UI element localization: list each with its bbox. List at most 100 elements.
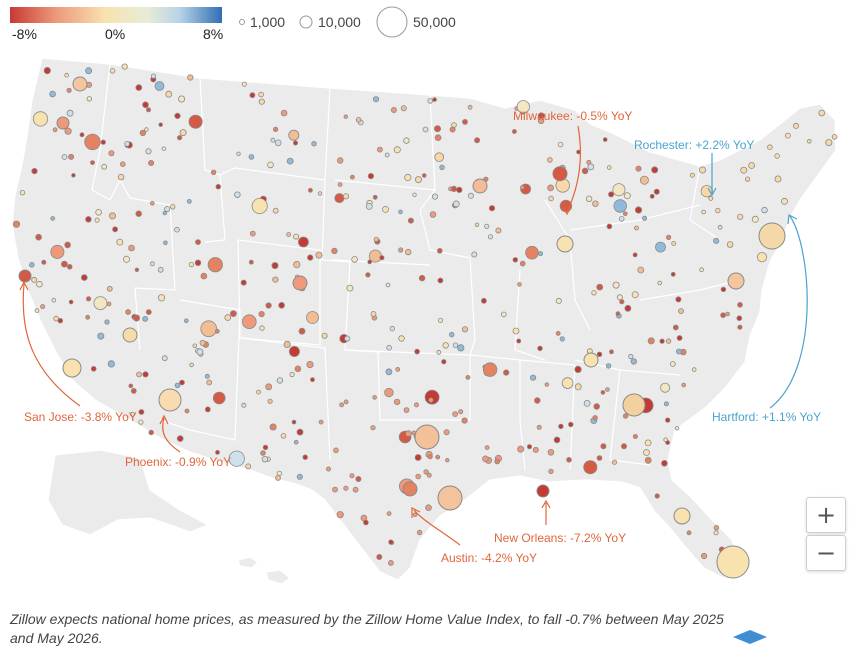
metro-bubble[interactable] bbox=[437, 350, 441, 354]
metro-bubble[interactable] bbox=[287, 158, 293, 164]
metro-bubble[interactable] bbox=[151, 74, 155, 78]
metro-bubble[interactable] bbox=[819, 110, 825, 116]
metro-bubble[interactable] bbox=[158, 295, 164, 301]
metro-bubble[interactable] bbox=[69, 154, 74, 159]
metro-bubble[interactable] bbox=[373, 396, 377, 400]
metro-bubble[interactable] bbox=[356, 476, 361, 481]
metro-bubble[interactable] bbox=[229, 451, 244, 466]
metro-bubble[interactable] bbox=[117, 239, 123, 245]
metro-bubble[interactable] bbox=[380, 256, 384, 260]
metro-bubble[interactable] bbox=[453, 412, 458, 417]
metro-bubble[interactable] bbox=[597, 352, 602, 357]
metro-bubble[interactable] bbox=[29, 262, 34, 267]
metro-bubble[interactable] bbox=[700, 268, 704, 272]
metro-bubble[interactable] bbox=[371, 426, 375, 430]
metro-bubble[interactable] bbox=[281, 433, 286, 438]
metro-bubble[interactable] bbox=[417, 530, 422, 535]
metro-bubble[interactable] bbox=[629, 354, 633, 358]
metro-bubble[interactable] bbox=[462, 327, 467, 332]
metro-bubble[interactable] bbox=[672, 242, 676, 246]
metro-bubble[interactable] bbox=[241, 280, 246, 285]
metro-bubble[interactable] bbox=[110, 68, 115, 73]
metro-bubble[interactable] bbox=[614, 200, 627, 213]
metro-bubble[interactable] bbox=[294, 440, 298, 444]
metro-bubble[interactable] bbox=[687, 531, 691, 535]
metro-bubble[interactable] bbox=[457, 187, 462, 192]
metro-bubble[interactable] bbox=[569, 422, 574, 427]
metro-bubble[interactable] bbox=[123, 256, 129, 262]
metro-bubble[interactable] bbox=[440, 165, 445, 170]
metro-bubble[interactable] bbox=[366, 273, 370, 277]
metro-bubble[interactable] bbox=[660, 339, 664, 343]
metro-bubble[interactable] bbox=[272, 263, 278, 269]
metro-bubble[interactable] bbox=[136, 211, 142, 217]
metro-bubble[interactable] bbox=[287, 233, 291, 237]
metro-bubble[interactable] bbox=[415, 349, 420, 354]
metro-bubble[interactable] bbox=[249, 260, 253, 264]
metro-bubble[interactable] bbox=[143, 372, 148, 377]
metro-bubble[interactable] bbox=[356, 117, 361, 122]
metro-bubble[interactable] bbox=[423, 127, 428, 132]
metro-bubble[interactable] bbox=[415, 455, 421, 461]
metro-bubble[interactable] bbox=[489, 206, 494, 211]
metro-bubble[interactable] bbox=[399, 210, 403, 214]
metro-bubble[interactable] bbox=[721, 287, 726, 292]
metro-bubble[interactable] bbox=[666, 418, 670, 422]
metro-bubble[interactable] bbox=[601, 391, 605, 395]
metro-bubble[interactable] bbox=[504, 370, 509, 375]
metro-bubble[interactable] bbox=[606, 388, 610, 392]
metro-bubble[interactable] bbox=[86, 315, 90, 319]
metro-bubble[interactable] bbox=[216, 450, 220, 454]
metro-bubble[interactable] bbox=[259, 99, 264, 104]
metro-bubble[interactable] bbox=[749, 163, 755, 169]
metro-bubble[interactable] bbox=[701, 553, 706, 558]
metro-bubble[interactable] bbox=[793, 123, 798, 128]
metro-bubble[interactable] bbox=[518, 283, 522, 287]
metro-bubble[interactable] bbox=[671, 272, 675, 276]
metro-bubble[interactable] bbox=[475, 138, 480, 143]
metro-bubble[interactable] bbox=[293, 141, 297, 145]
metro-bubble[interactable] bbox=[597, 284, 603, 290]
metro-bubble[interactable] bbox=[386, 369, 392, 375]
metro-bubble[interactable] bbox=[428, 99, 433, 104]
metro-bubble[interactable] bbox=[594, 404, 600, 410]
metro-bubble[interactable] bbox=[246, 464, 251, 469]
metro-bubble[interactable] bbox=[347, 285, 353, 291]
metro-bubble[interactable] bbox=[137, 372, 142, 377]
metro-bubble[interactable] bbox=[513, 258, 518, 263]
metro-bubble[interactable] bbox=[175, 227, 180, 232]
metro-bubble[interactable] bbox=[332, 248, 338, 254]
metro-bubble[interactable] bbox=[13, 221, 19, 227]
metro-bubble[interactable] bbox=[391, 107, 396, 112]
metro-bubble[interactable] bbox=[449, 332, 454, 337]
metro-bubble[interactable] bbox=[394, 147, 400, 153]
metro-bubble[interactable] bbox=[303, 455, 308, 460]
metro-bubble[interactable] bbox=[20, 190, 25, 195]
metro-bubble[interactable] bbox=[387, 512, 391, 516]
metro-bubble[interactable] bbox=[401, 106, 406, 111]
metro-bubble[interactable] bbox=[268, 162, 274, 168]
metro-bubble[interactable] bbox=[86, 68, 92, 74]
metro-bubble[interactable] bbox=[260, 326, 265, 331]
metro-bubble[interactable] bbox=[146, 149, 151, 154]
metro-bubble[interactable] bbox=[58, 318, 63, 323]
metro-bubble[interactable] bbox=[714, 531, 718, 535]
metro-bubble[interactable] bbox=[429, 398, 433, 402]
metro-bubble[interactable] bbox=[721, 313, 726, 318]
metro-bubble[interactable] bbox=[273, 277, 278, 282]
metro-bubble[interactable] bbox=[230, 311, 236, 317]
metro-bubble[interactable] bbox=[319, 420, 323, 424]
metro-bubble[interactable] bbox=[635, 226, 639, 230]
metro-bubble-large[interactable] bbox=[19, 270, 31, 282]
metro-bubble[interactable] bbox=[433, 98, 437, 102]
metro-bubble[interactable] bbox=[50, 91, 56, 97]
metro-bubble[interactable] bbox=[633, 434, 637, 438]
metro-bubble[interactable] bbox=[250, 93, 255, 98]
metro-bubble[interactable] bbox=[65, 242, 71, 248]
metro-bubble[interactable] bbox=[259, 311, 264, 316]
metro-bubble[interactable] bbox=[633, 253, 637, 257]
metro-bubble[interactable] bbox=[307, 361, 313, 367]
metro-bubble[interactable] bbox=[638, 267, 644, 273]
metro-bubble[interactable] bbox=[96, 209, 102, 215]
metro-bubble[interactable] bbox=[107, 286, 112, 291]
